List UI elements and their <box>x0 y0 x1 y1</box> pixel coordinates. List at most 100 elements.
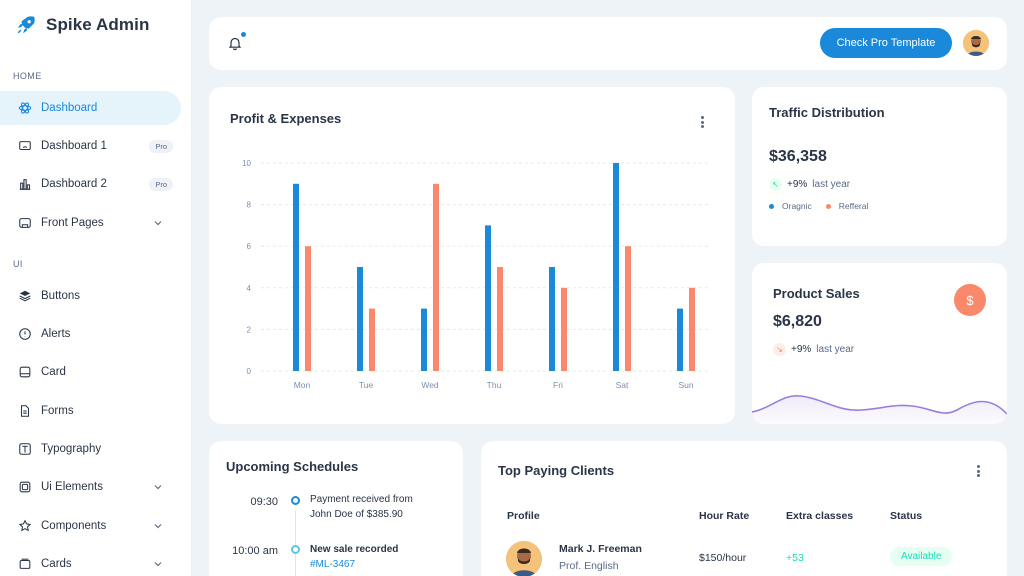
sidebar-item-card[interactable]: Card <box>0 355 181 389</box>
bar-sat-series-1[interactable] <box>613 163 619 371</box>
card-title: Profit & Expenses <box>230 111 342 126</box>
sidebar-item-label: Dashboard 2 <box>41 178 107 190</box>
card-icon <box>18 365 32 379</box>
bar-thu-series-1[interactable] <box>485 225 491 371</box>
client-rate: $150/hour <box>699 552 747 564</box>
sidebar-item-label: Components <box>41 520 107 532</box>
brand-logo[interactable]: Spike Admin <box>14 13 149 37</box>
bar-sun-series-1[interactable] <box>677 308 683 371</box>
check-pro-template-button[interactable]: Check Pro Template <box>820 28 952 58</box>
card-title: Traffic Distribution <box>769 105 885 120</box>
bar-fri-series-2[interactable] <box>561 287 567 371</box>
sidebar-item-typography[interactable]: Typography <box>0 432 181 466</box>
sidebar-item-label: Alerts <box>41 328 71 340</box>
card-title: Product Sales <box>773 286 860 301</box>
sidebar-item-dashboard-1[interactable]: Dashboard 1 Pro <box>0 129 181 163</box>
sidebar-item-label: Dashboard 1 <box>41 140 107 152</box>
x-tick-label: Sat <box>616 380 629 390</box>
card-title: Top Paying Clients <box>498 463 615 478</box>
nav-section-home: HOME <box>13 71 42 81</box>
bar-wed-series-2[interactable] <box>433 183 439 371</box>
top-header: Check Pro Template <box>209 17 1007 70</box>
rocket-icon <box>14 13 38 37</box>
traffic-value: $36,358 <box>769 148 827 165</box>
sidebar-item-label: Front Pages <box>41 217 104 229</box>
sidebar-item-ui-elements[interactable]: Ui Elements <box>0 470 181 504</box>
x-tick-label: Fri <box>553 380 563 390</box>
screen-icon <box>18 139 32 153</box>
dollar-icon: $ <box>954 284 986 316</box>
sidebar-item-front-pages[interactable]: Front Pages <box>0 206 181 240</box>
sidebar-item-dashboard[interactable]: Dashboard <box>0 91 181 125</box>
app-window-icon <box>18 216 32 230</box>
bar-tue-series-2[interactable] <box>369 308 375 371</box>
sidebar-item-label: Buttons <box>41 290 80 302</box>
bar-mon-series-1[interactable] <box>293 183 299 371</box>
upcoming-schedules-card: Upcoming Schedules 09:30 Payment receive… <box>209 441 463 576</box>
bar-tue-series-1[interactable] <box>357 267 363 371</box>
trend-label: last year <box>816 344 855 355</box>
traffic-distribution-card: Traffic Distribution $36,358 ↖ +9% last … <box>752 87 1007 246</box>
chevron-down-icon <box>153 521 163 531</box>
product-sales-value: $6,820 <box>773 313 822 330</box>
y-tick-label: 8 <box>247 201 252 210</box>
x-tick-label: Mon <box>294 380 311 390</box>
sidebar-item-cards[interactable]: Cards <box>0 547 181 576</box>
pro-badge: Pro <box>149 177 173 191</box>
bar-fri-series-1[interactable] <box>549 267 555 371</box>
arrow-up-left-icon: ↖ <box>769 178 782 191</box>
more-options-icon[interactable] <box>697 114 707 130</box>
column-header-extra-classes: Extra classes <box>786 510 854 522</box>
card-title: Upcoming Schedules <box>226 459 359 474</box>
legend-item-referral: Refferal <box>825 201 868 211</box>
arrow-down-right-icon: ↘ <box>773 343 786 356</box>
sidebar-item-alerts[interactable]: Alerts <box>0 317 181 351</box>
top-paying-clients-card: Top Paying Clients Profile Hour Rate Ext… <box>481 441 1007 576</box>
client-avatar <box>506 541 542 576</box>
sidebar-item-components[interactable]: Components <box>0 509 181 543</box>
legend-item-organic: Oragnic <box>769 201 812 211</box>
schedule-time: 10:00 am <box>232 545 278 557</box>
order-link[interactable]: #ML-3467 <box>310 559 356 570</box>
sidebar-item-label: Cards <box>41 558 72 570</box>
sidebar-item-label: Forms <box>41 405 74 417</box>
sidebar: Spike Admin HOME Dashboard Dashboard 1 P… <box>0 0 192 576</box>
trend-percent: +9% <box>791 344 812 355</box>
bar-mon-series-2[interactable] <box>305 246 311 371</box>
box-icon <box>18 480 32 494</box>
sidebar-item-label: Ui Elements <box>41 481 103 493</box>
timeline-dot <box>291 545 300 554</box>
client-subtitle: Prof. English <box>559 560 619 572</box>
product-sales-trend: ↘ +9% last year <box>773 343 854 356</box>
more-options-icon[interactable] <box>973 463 983 479</box>
file-text-icon <box>18 404 32 418</box>
chevron-down-icon <box>153 218 163 228</box>
bar-wed-series-1[interactable] <box>421 308 427 371</box>
chevron-down-icon <box>153 559 163 569</box>
bar-sat-series-2[interactable] <box>625 246 631 371</box>
bar-sun-series-2[interactable] <box>689 287 695 371</box>
puzzle-icon <box>18 519 32 533</box>
sidebar-item-dashboard-2[interactable]: Dashboard 2 Pro <box>0 167 181 201</box>
status-badge: Available <box>890 547 953 566</box>
column-header-hour-rate: Hour Rate <box>699 510 750 522</box>
client-extra-classes: +53 <box>786 552 804 564</box>
y-tick-label: 0 <box>247 367 252 376</box>
chart-bar-icon <box>18 177 32 191</box>
trend-percent: +9% <box>787 179 808 190</box>
nav-section-ui: UI <box>13 259 23 269</box>
client-name: Mark J. Freeman <box>559 543 642 555</box>
notification-dot <box>241 32 246 37</box>
sidebar-item-label: Card <box>41 366 66 378</box>
schedule-text: Payment received from John Doe of $385.9… <box>310 494 413 520</box>
sidebar-item-label: Typography <box>41 443 102 455</box>
y-tick-label: 10 <box>242 159 251 168</box>
sidebar-item-buttons[interactable]: Buttons <box>0 279 181 313</box>
bell-icon[interactable] <box>227 35 243 51</box>
x-tick-label: Sun <box>678 380 693 390</box>
x-tick-label: Wed <box>421 380 439 390</box>
bar-thu-series-2[interactable] <box>497 267 503 371</box>
sidebar-item-forms[interactable]: Forms <box>0 394 181 428</box>
chevron-down-icon <box>153 482 163 492</box>
user-avatar[interactable] <box>963 30 989 56</box>
